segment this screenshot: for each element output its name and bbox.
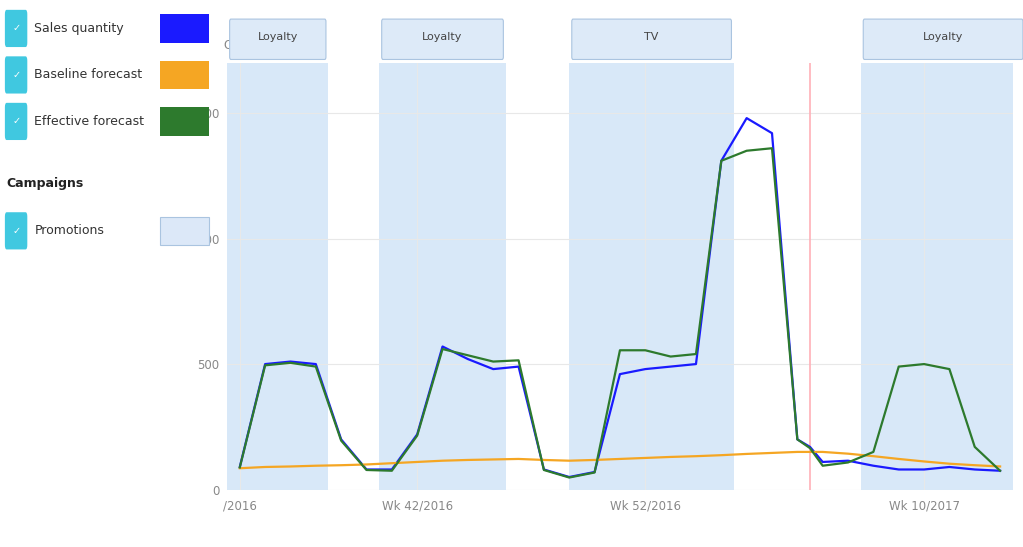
- FancyBboxPatch shape: [382, 19, 503, 60]
- FancyBboxPatch shape: [229, 19, 326, 60]
- FancyBboxPatch shape: [5, 10, 28, 47]
- Text: Effective forecast: Effective forecast: [35, 115, 144, 128]
- Bar: [860, 63, 1023, 490]
- Text: TV: TV: [644, 32, 659, 42]
- Bar: [569, 63, 733, 490]
- Text: Baseline forecast: Baseline forecast: [35, 68, 142, 82]
- FancyBboxPatch shape: [160, 107, 209, 136]
- Bar: [380, 63, 506, 490]
- FancyBboxPatch shape: [863, 19, 1023, 60]
- FancyBboxPatch shape: [5, 56, 28, 94]
- Text: Loyalty: Loyalty: [258, 32, 298, 42]
- Text: ✓: ✓: [12, 117, 20, 126]
- FancyBboxPatch shape: [5, 103, 28, 140]
- Text: Promotions: Promotions: [35, 224, 104, 237]
- Text: ✓: ✓: [12, 70, 20, 80]
- FancyBboxPatch shape: [160, 14, 209, 43]
- FancyBboxPatch shape: [160, 217, 209, 245]
- Text: Quantity: Quantity: [223, 39, 274, 53]
- Text: ✓: ✓: [12, 24, 20, 33]
- FancyBboxPatch shape: [572, 19, 731, 60]
- Text: Loyalty: Loyalty: [923, 32, 964, 42]
- Bar: [227, 63, 328, 490]
- Text: Campaigns: Campaigns: [7, 177, 84, 190]
- Text: Loyalty: Loyalty: [422, 32, 462, 42]
- FancyBboxPatch shape: [160, 61, 209, 89]
- Text: ✓: ✓: [12, 226, 20, 236]
- FancyBboxPatch shape: [5, 212, 28, 249]
- Text: Sales quantity: Sales quantity: [35, 22, 124, 35]
